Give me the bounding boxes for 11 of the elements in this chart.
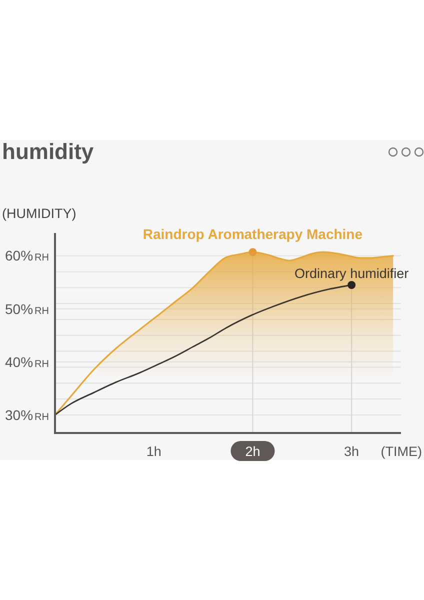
x-tick-label: 1h [146, 444, 162, 459]
y-tick-label: 50%RH [5, 300, 49, 317]
x-axis-title: (TIME) [380, 444, 422, 459]
chart-title: humidity [2, 139, 94, 164]
y-axis-title: (HUMIDITY) [2, 206, 76, 221]
x-tick-label: 3h [344, 444, 360, 459]
x-tick-label: 2h [245, 444, 260, 459]
y-tick-label: 30%RH [5, 406, 49, 423]
y-tick-label: 60%RH [5, 248, 49, 264]
y-tick-label: 40%RH [5, 354, 49, 370]
series-label: Raindrop Aromatherapy Machine [142, 226, 363, 242]
